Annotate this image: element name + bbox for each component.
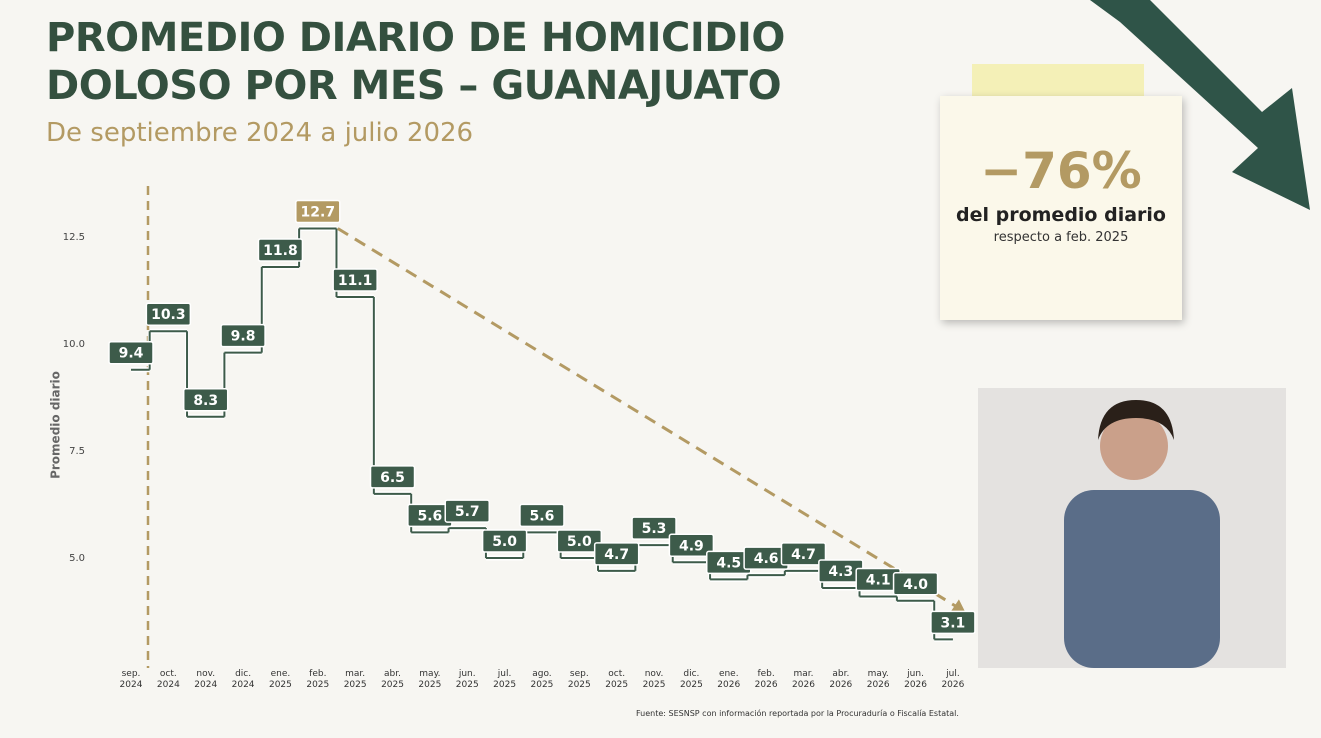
value-label: 9.8 — [231, 329, 256, 345]
value-label: 4.3 — [828, 564, 853, 580]
value-label: 4.7 — [791, 547, 816, 563]
x-tick-label: abr. 2026 — [829, 669, 852, 690]
x-tick-label: jun. 2025 — [456, 669, 479, 690]
value-label-box — [182, 388, 229, 412]
value-label: 11.1 — [338, 273, 373, 289]
value-label: 10.3 — [151, 307, 186, 323]
value-label: 4.7 — [604, 547, 629, 563]
value-label: 5.6 — [417, 508, 442, 524]
stat-subtext: respecto a feb. 2025 — [993, 230, 1129, 245]
value-label-box — [519, 503, 565, 528]
value-label: 11.8 — [263, 243, 298, 259]
value-label: 5.6 — [530, 508, 555, 524]
value-label: 5.0 — [492, 534, 517, 550]
value-label-box — [444, 499, 490, 523]
value-label-box — [257, 238, 304, 262]
x-tick-label: dic. 2024 — [232, 669, 255, 690]
y-axis-label: Promedio diario — [49, 371, 63, 479]
x-tick-label: sep. 2024 — [120, 669, 143, 690]
value-label: 4.5 — [716, 555, 741, 571]
value-label-box — [930, 610, 976, 635]
value-label: 4.6 — [754, 551, 779, 567]
value-label: 9.4 — [119, 346, 144, 362]
value-label-box — [481, 529, 528, 553]
value-label-box — [145, 302, 192, 326]
value-label: 3.1 — [941, 615, 966, 631]
x-tick-label: sep. 2025 — [568, 669, 591, 690]
x-tick-label: ago. 2025 — [531, 669, 554, 690]
x-tick-label: jun. 2026 — [904, 669, 927, 690]
value-label-box — [556, 529, 603, 553]
y-tick-label: 10.0 — [63, 339, 85, 350]
title: PROMEDIO DIARIO DE HOMICIDIO DOLOSO POR … — [46, 15, 785, 109]
value-label-box — [295, 199, 341, 224]
x-tick-label: ene. 2025 — [269, 669, 292, 690]
value-label-box — [220, 323, 266, 348]
x-tick-label: ene. 2026 — [717, 669, 740, 690]
value-label: 5.7 — [455, 504, 480, 520]
x-tick-label: mar. 2026 — [792, 669, 815, 690]
value-label: 4.9 — [679, 538, 704, 554]
value-label-box — [108, 340, 154, 365]
value-label: 4.0 — [903, 577, 928, 593]
x-tick-label: oct. 2024 — [157, 669, 180, 690]
value-label: 8.3 — [193, 393, 218, 409]
x-tick-label: jul. 2026 — [941, 669, 964, 690]
decor-arrow — [1090, 0, 1310, 210]
x-tick-label: dic. 2025 — [680, 669, 703, 690]
value-label-box — [892, 572, 939, 596]
value-label-box — [631, 516, 677, 540]
x-tick-label: abr. 2025 — [381, 669, 404, 690]
trend-line — [337, 227, 962, 611]
value-label-box — [593, 542, 640, 566]
x-tick-label: mar. 2025 — [344, 669, 367, 690]
x-tick-label: nov. 2025 — [643, 669, 666, 690]
value-label: 12.7 — [301, 205, 336, 221]
value-label: 5.3 — [642, 521, 667, 537]
y-tick-label: 7.5 — [69, 446, 85, 457]
interpreter-video — [978, 388, 1286, 668]
y-tick-label: 12.5 — [63, 232, 85, 243]
x-tick-label: feb. 2026 — [755, 669, 778, 690]
x-tick-label: may. 2025 — [418, 669, 441, 690]
stat-card: −76% del promedio diario respecto a feb.… — [940, 96, 1182, 320]
stat-value: −76% — [980, 142, 1142, 200]
value-label: 5.0 — [567, 534, 592, 550]
value-label: 6.5 — [380, 470, 405, 486]
value-label: 4.1 — [866, 573, 891, 589]
value-label-box — [369, 465, 416, 489]
subtitle: De septiembre 2024 a julio 2026 — [46, 118, 474, 148]
source-note: Fuente: SESNSP con información reportada… — [636, 709, 959, 718]
stat-text: del promedio diario — [956, 204, 1166, 226]
x-tick-label: oct. 2025 — [605, 669, 628, 690]
y-tick-label: 5.0 — [69, 553, 85, 564]
x-tick-label: nov. 2024 — [194, 669, 217, 690]
x-tick-label: feb. 2025 — [306, 669, 329, 690]
value-label-box — [780, 542, 827, 566]
value-label-box — [668, 533, 715, 558]
x-tick-label: jul. 2025 — [493, 669, 516, 690]
value-label-box — [332, 268, 378, 292]
x-tick-label: may. 2026 — [867, 669, 890, 690]
